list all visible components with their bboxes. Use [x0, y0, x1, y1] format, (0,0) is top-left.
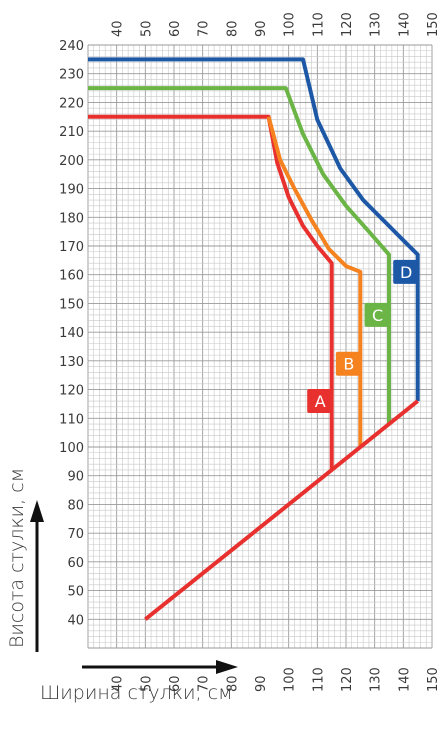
- series-label-text: D: [400, 263, 412, 282]
- y-tick-label: 100: [59, 441, 84, 456]
- y-axis-label: Висота стулки, см: [6, 467, 28, 649]
- series-label-box: [335, 351, 362, 376]
- x-tick-label-bottom: 150: [426, 667, 441, 692]
- series-label-box: [393, 259, 420, 284]
- series-label-c: C: [364, 302, 391, 327]
- series-line-a: [88, 114, 334, 470]
- y-tick-label: 40: [67, 613, 84, 628]
- axis-arrows: [30, 500, 238, 674]
- y-tick-label: 130: [59, 355, 84, 370]
- series-label-box: [307, 389, 334, 414]
- y-tick-label: 90: [67, 470, 84, 485]
- x-tick-label-bottom: 60: [168, 675, 183, 692]
- y-tick-label: 180: [59, 211, 84, 226]
- y-tick-label: 50: [67, 585, 84, 600]
- x-axis-label: Ширина стулки, см: [40, 682, 233, 704]
- x-tick-label-bottom: 40: [111, 675, 126, 692]
- y-tick-label: 140: [59, 326, 84, 341]
- y-tick-label: 110: [59, 412, 84, 427]
- series-label-b: B: [335, 351, 362, 376]
- y-tick-label: 200: [59, 154, 84, 169]
- y-tick-label: 120: [59, 384, 84, 399]
- x-tick-label-top: 80: [225, 20, 240, 37]
- series-line-baseline: [144, 399, 419, 621]
- x-tick-label-bottom: 110: [311, 667, 326, 692]
- series-line-b: [266, 116, 363, 447]
- y-tick-label: 160: [59, 269, 84, 284]
- x-tick-label-top: 40: [111, 20, 126, 37]
- tick-labels: 40 50 60 70 80 90 100 110 120 130 140 150 160 170 180 1…: [59, 12, 441, 692]
- x-tick-label-top: 110: [311, 12, 326, 37]
- x-tick-label-top: 90: [254, 20, 269, 37]
- series-line-d: [88, 57, 420, 402]
- series-label-box: [364, 302, 391, 327]
- x-tick-label-bottom: 120: [340, 667, 355, 692]
- x-tick-label-bottom: 70: [197, 675, 212, 692]
- x-tick-label-bottom: 50: [139, 675, 154, 692]
- x-tick-label-top: 140: [397, 12, 412, 37]
- x-tick-label-top: 150: [426, 12, 441, 37]
- x-tick-label-top: 60: [168, 20, 183, 37]
- series-lines: [88, 57, 420, 621]
- y-tick-label: 80: [67, 498, 84, 513]
- y-tick-label: 60: [67, 556, 84, 571]
- grid: [87, 44, 433, 649]
- x-tick-label-bottom: 100: [283, 667, 298, 692]
- y-tick-label: 220: [59, 96, 84, 111]
- series-line-c: [88, 86, 391, 424]
- series-label-text: A: [315, 392, 326, 411]
- y-tick-label: 210: [59, 125, 84, 140]
- series-label-text: C: [372, 306, 383, 325]
- y-tick-label: 150: [59, 297, 84, 312]
- x-tick-label-top: 120: [340, 12, 355, 37]
- series-label-a: A: [307, 389, 334, 414]
- x-tick-label-bottom: 90: [254, 675, 269, 692]
- x-tick-label-bottom: 130: [369, 667, 384, 692]
- x-tick-label-top: 100: [283, 12, 298, 37]
- x-tick-label-top: 130: [369, 12, 384, 37]
- y-tick-label: 230: [59, 68, 84, 83]
- series-label-text: B: [343, 355, 354, 374]
- x-tick-label-top: 70: [197, 20, 212, 37]
- x-axis-arrow-head: [216, 660, 238, 674]
- x-tick-label-top: 50: [139, 20, 154, 37]
- x-tick-label-bottom: 140: [397, 667, 412, 692]
- y-tick-label: 70: [67, 527, 84, 542]
- series-labels: AB C D: [307, 259, 420, 414]
- x-tick-label-bottom: 80: [225, 675, 240, 692]
- y-tick-label: 190: [59, 183, 84, 198]
- y-tick-label: 170: [59, 240, 84, 255]
- series-label-d: D: [393, 259, 420, 284]
- y-axis-arrow-head: [30, 500, 44, 522]
- y-tick-label: 240: [59, 39, 84, 54]
